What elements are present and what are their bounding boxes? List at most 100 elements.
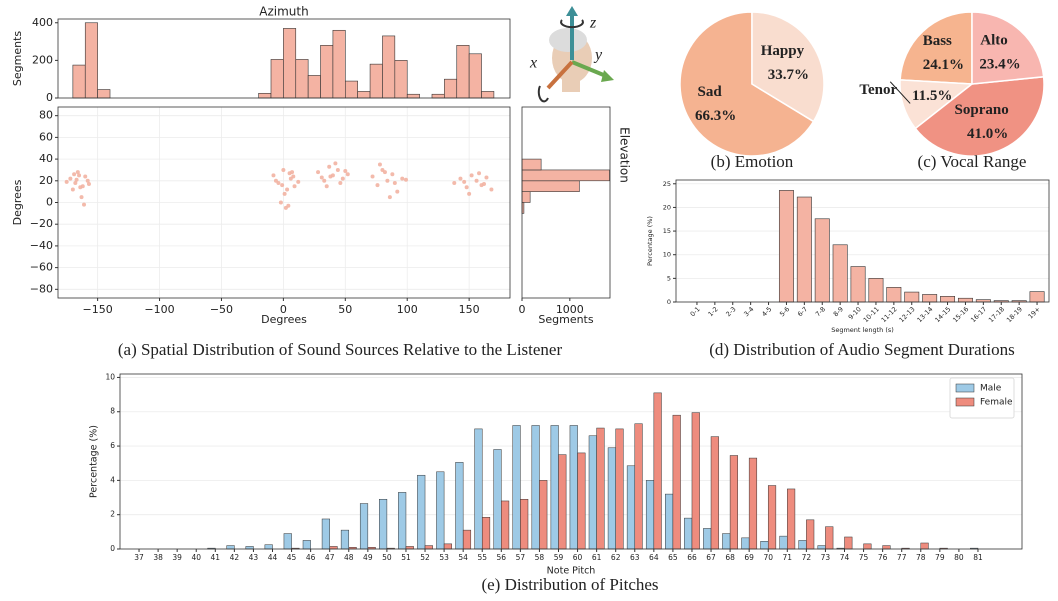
x-tick-label: 50 <box>382 553 392 562</box>
scatter-point <box>293 184 297 188</box>
x-tick-label: 9-10 <box>847 305 863 321</box>
scatter-point <box>75 178 79 182</box>
x-tick-label: 17-18 <box>987 305 1006 324</box>
x-tick-label: 56 <box>497 553 507 562</box>
x-tick-label: 15-16 <box>951 305 970 324</box>
x-tick-label: 61 <box>592 553 602 562</box>
bar <box>749 458 757 549</box>
bar <box>905 292 919 302</box>
y-tick-label: 40 <box>39 152 53 165</box>
bar <box>799 540 807 549</box>
x-tick-label: 4-5 <box>760 305 773 318</box>
x-tick-label: 39 <box>172 553 182 562</box>
slice-label: Alto <box>980 32 1008 48</box>
y-tick-label: 4 <box>110 475 115 484</box>
slice-label: Happy <box>761 43 805 59</box>
scatter-point <box>83 174 87 178</box>
bar <box>922 294 936 302</box>
bar <box>360 504 368 549</box>
scatter-point <box>76 170 80 174</box>
histogram-bar <box>271 59 283 98</box>
scatter-point <box>400 177 404 181</box>
y-tick-label: 25 <box>663 180 671 188</box>
bar <box>436 472 444 549</box>
bar <box>559 455 567 549</box>
histogram-bar <box>522 159 541 170</box>
scatter-point <box>280 183 284 187</box>
caption: (b) Emotion <box>711 152 794 171</box>
y-tick-label: 5 <box>667 274 671 282</box>
x-tick-label: 3-4 <box>742 305 755 318</box>
histogram-bar <box>85 23 97 98</box>
legend-swatch <box>956 398 974 406</box>
bar <box>341 530 349 549</box>
y-arrowhead <box>601 70 614 82</box>
scatter-point <box>80 195 84 199</box>
y-axis-label: Segments <box>11 31 24 87</box>
scatter-point <box>279 201 283 205</box>
bar <box>532 425 540 549</box>
bar <box>768 486 776 549</box>
bar <box>711 437 719 549</box>
x-tick-label: 0-1 <box>689 305 702 318</box>
slice-label: Bass <box>923 33 952 49</box>
bar <box>833 245 847 302</box>
bar <box>646 480 654 549</box>
scatter-point <box>346 172 350 176</box>
x-tick-label: 0 <box>519 303 526 316</box>
x-tick-label: 57 <box>516 553 526 562</box>
x-tick-label: 63 <box>630 553 640 562</box>
histogram-bar <box>321 45 333 98</box>
scatter-point <box>371 174 375 178</box>
x-tick-label: 16-17 <box>969 305 988 324</box>
scatter-point <box>285 187 289 191</box>
axis-letter: x <box>529 55 537 72</box>
hair <box>549 28 587 52</box>
bar <box>887 287 901 302</box>
scatter-point <box>458 177 462 181</box>
y-tick-label: 60 <box>39 130 53 143</box>
y-axis-label: Percentage (%) <box>646 216 654 266</box>
x-tick-label: 64 <box>649 553 659 562</box>
y-axis-label: Degrees <box>11 179 24 225</box>
bar <box>815 219 829 302</box>
slice-value-label: 41.0% <box>967 126 1008 142</box>
scatter-point <box>271 173 275 177</box>
bar <box>379 499 387 549</box>
scatter-point <box>467 192 471 196</box>
scatter-point <box>388 195 392 199</box>
scatter-point <box>296 180 300 184</box>
slice-value-label: 33.7% <box>768 67 809 83</box>
scatter-point <box>322 179 326 183</box>
x-tick-label: 69 <box>744 553 754 562</box>
bar <box>797 197 811 302</box>
x-tick-label: 5-6 <box>778 305 791 318</box>
axes-frame <box>522 107 610 298</box>
bar <box>513 425 521 549</box>
y-tick-label: 0 <box>667 298 671 306</box>
histogram-bar <box>382 36 394 98</box>
histogram-bar <box>432 94 444 98</box>
bar <box>665 494 673 549</box>
bar <box>284 534 292 549</box>
scatter-point <box>390 172 394 176</box>
scatter-point <box>78 185 82 189</box>
scatter-point <box>65 180 69 184</box>
figure: z y x 0200400SegmentsAzimuth−80−60−40−20… <box>0 0 1058 601</box>
x-tick-label: 54 <box>458 553 468 562</box>
x-axis-label: Segment length (s) <box>831 326 894 334</box>
x-tick-label: 66 <box>687 553 697 562</box>
x-tick-label: 60 <box>573 553 583 562</box>
bar <box>463 530 471 549</box>
y-tick-label: 0 <box>46 91 53 104</box>
bar <box>501 501 509 549</box>
head-icon: z y x <box>529 6 614 101</box>
bar <box>520 499 528 549</box>
bar <box>608 448 616 549</box>
scatter-point <box>283 192 287 196</box>
bar <box>864 544 872 549</box>
histogram-bar <box>522 192 530 203</box>
bar <box>627 466 635 549</box>
scatter-point <box>482 182 486 186</box>
histogram-bar <box>98 90 110 98</box>
